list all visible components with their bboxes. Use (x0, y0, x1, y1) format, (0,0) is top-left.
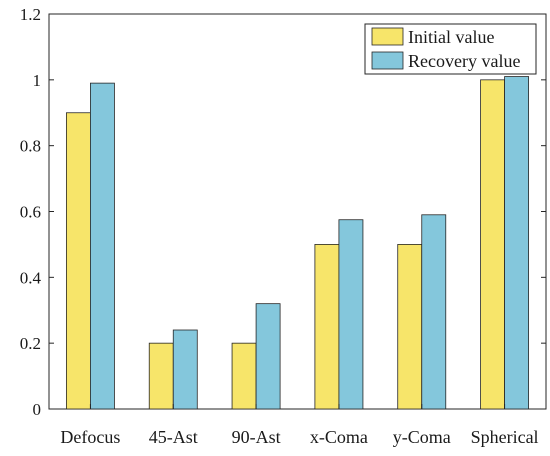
x-tick-label: x-Coma (310, 427, 368, 447)
legend-swatch-recovery (371, 51, 404, 70)
x-tick-label: Defocus (60, 427, 120, 447)
y-tick-label: 0.6 (20, 203, 41, 222)
bar-initial-defocus (65, 112, 91, 410)
bar-initial-spherical (480, 79, 505, 410)
legend-label-recovery: Recovery value (408, 51, 520, 71)
bar-recovery-defocus (90, 82, 115, 410)
plot-area (48, 13, 547, 410)
y-axis: 0 0.2 0.4 0.6 0.8 1 1.2 (20, 5, 546, 419)
y-tick-label: 0.8 (20, 137, 41, 156)
legend-swatch-initial (371, 27, 404, 46)
bar-initial-90-ast (231, 342, 257, 410)
x-tick-label: 90-Ast (232, 427, 281, 447)
legend-label-initial: Initial value (408, 27, 494, 47)
y-tick-label: 1.2 (20, 5, 41, 24)
bar-recovery-45-ast (172, 329, 198, 410)
bar-initial-x-coma (314, 244, 340, 410)
x-axis: Defocus 45-Ast 90-Ast x-Coma y-Coma Spherical (60, 404, 539, 447)
bars-group (65, 76, 530, 410)
bar-initial-45-ast (148, 342, 174, 410)
bar-recovery-90-ast (255, 303, 281, 410)
bar-initial-y-coma (397, 244, 423, 410)
bar-recovery-spherical (504, 76, 530, 410)
x-tick-label: 45-Ast (149, 427, 198, 447)
x-tick-label: y-Coma (393, 427, 451, 447)
bar-recovery-y-coma (421, 214, 447, 410)
y-tick-label: 0.2 (20, 334, 41, 353)
x-tick-label: Spherical (471, 427, 539, 447)
y-tick-label: 1 (33, 71, 42, 90)
y-tick-label: 0 (33, 400, 42, 419)
legend: Initial value Recovery value (364, 23, 537, 75)
y-tick-label: 0.4 (20, 268, 42, 287)
bar-recovery-x-coma (338, 219, 364, 410)
